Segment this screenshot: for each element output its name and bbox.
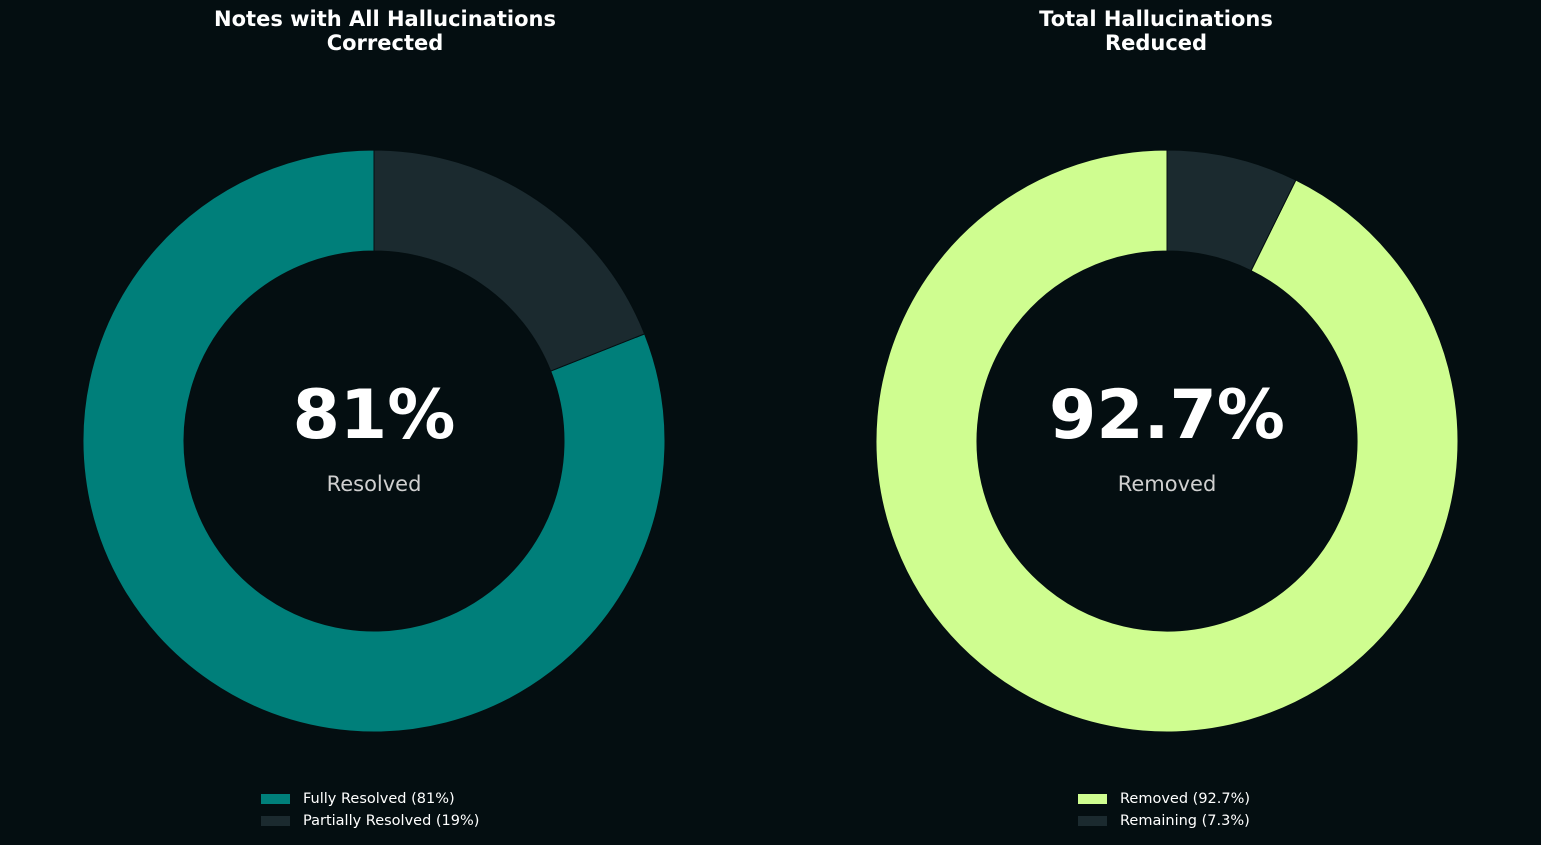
donut-slice-1 bbox=[373, 149, 646, 372]
legend-swatch bbox=[261, 816, 290, 826]
center-value: 92.7% bbox=[1049, 376, 1285, 455]
chart-legend: Fully Resolved (81%) Partially Resolved … bbox=[261, 788, 479, 832]
donut-slice-0 bbox=[875, 149, 1459, 733]
donut-slice-1 bbox=[1166, 149, 1297, 272]
donut-slices bbox=[875, 149, 1459, 733]
legend-swatch bbox=[1078, 794, 1107, 804]
legend-swatch bbox=[261, 794, 290, 804]
legend-swatch bbox=[1078, 816, 1107, 826]
donut-chart-removed: 92.7% Removed bbox=[875, 149, 1459, 733]
legend-item-removed: Removed (92.7%) bbox=[1078, 788, 1250, 810]
legend-label: Removed (92.7%) bbox=[1120, 791, 1251, 807]
legend-item-remaining: Remaining (7.3%) bbox=[1078, 810, 1250, 832]
legend-label: Partially Resolved (19%) bbox=[303, 813, 480, 829]
legend-label: Fully Resolved (81%) bbox=[303, 791, 455, 807]
chart-title: Total Hallucinations Reduced bbox=[1039, 7, 1273, 55]
legend-item-partially-resolved: Partially Resolved (19%) bbox=[261, 810, 479, 832]
legend-item-fully-resolved: Fully Resolved (81%) bbox=[261, 788, 479, 810]
chart-panel-resolved: Notes with All Hallucinations Corrected … bbox=[0, 0, 770, 845]
chart-title: Notes with All Hallucinations Corrected bbox=[214, 7, 556, 55]
donut-chart-resolved: 81% Resolved bbox=[82, 149, 666, 733]
chart-panel-removed: Total Hallucinations Reduced 92.7% Remov… bbox=[771, 0, 1541, 845]
center-label: Resolved bbox=[327, 472, 422, 496]
legend-label: Remaining (7.3%) bbox=[1120, 813, 1250, 829]
donut-slices bbox=[82, 149, 666, 733]
center-label: Removed bbox=[1118, 472, 1217, 496]
center-value: 81% bbox=[293, 376, 456, 455]
donut-slice-0 bbox=[82, 149, 666, 733]
chart-legend: Removed (92.7%) Remaining (7.3%) bbox=[1078, 788, 1250, 832]
